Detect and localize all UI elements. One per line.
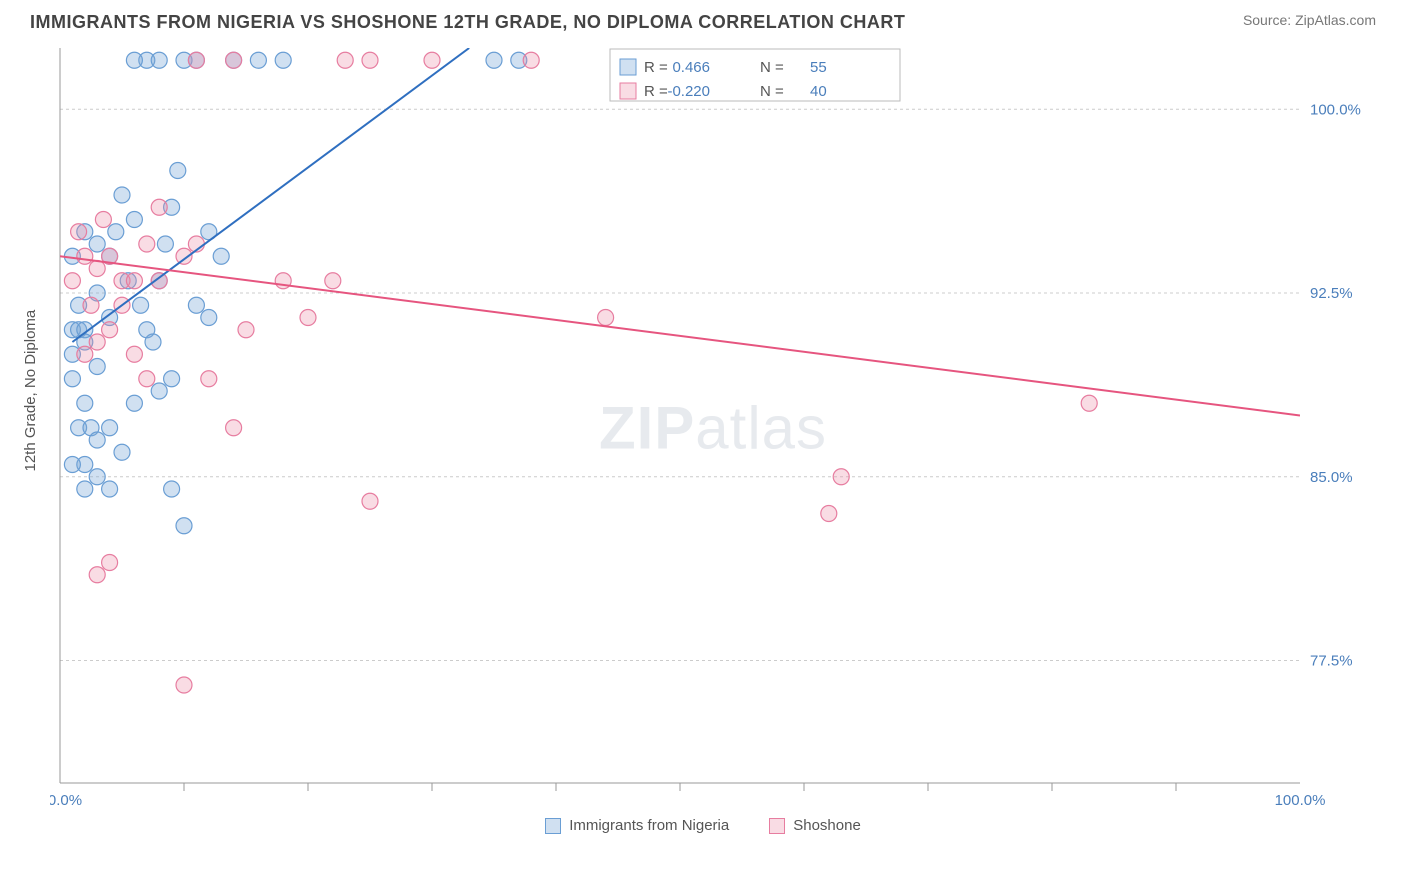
legend-label-a: Immigrants from Nigeria (569, 817, 729, 834)
source-label: Source: ZipAtlas.com (1243, 12, 1376, 28)
legend-item-a: Immigrants from Nigeria (545, 817, 729, 834)
svg-text:R =: R = (644, 83, 668, 100)
svg-text:N =: N = (760, 83, 784, 100)
svg-text:0.0%: 0.0% (50, 792, 82, 809)
chart-title: IMMIGRANTS FROM NIGERIA VS SHOSHONE 12TH… (30, 12, 905, 33)
legend-label-b: Shoshone (793, 817, 861, 834)
swatch-a (545, 818, 561, 834)
svg-text:-0.220: -0.220 (667, 83, 710, 100)
svg-text:100.0%: 100.0% (1310, 101, 1361, 118)
svg-text:85.0%: 85.0% (1310, 469, 1353, 486)
scatter-chart: 77.5% 85.0% 92.5% 100.0% 0.0% 100.0% R =0.466 N… (50, 43, 1370, 813)
bottom-legend: Immigrants from Nigeria Shoshone (0, 817, 1406, 834)
legend-item-b: Shoshone (769, 817, 861, 834)
svg-text:77.5%: 77.5% (1310, 653, 1353, 670)
svg-text:55: 55 (810, 59, 827, 76)
swatch-b (769, 818, 785, 834)
svg-text:40: 40 (810, 83, 827, 100)
svg-text:92.5%: 92.5% (1310, 285, 1353, 302)
svg-text:100.0%: 100.0% (1275, 792, 1326, 809)
svg-text:0.466: 0.466 (672, 59, 710, 76)
svg-text:R =: R = (644, 59, 668, 76)
svg-text:N =: N = (760, 59, 784, 76)
y-axis-label: 12th Grade, No Diploma (22, 310, 39, 472)
